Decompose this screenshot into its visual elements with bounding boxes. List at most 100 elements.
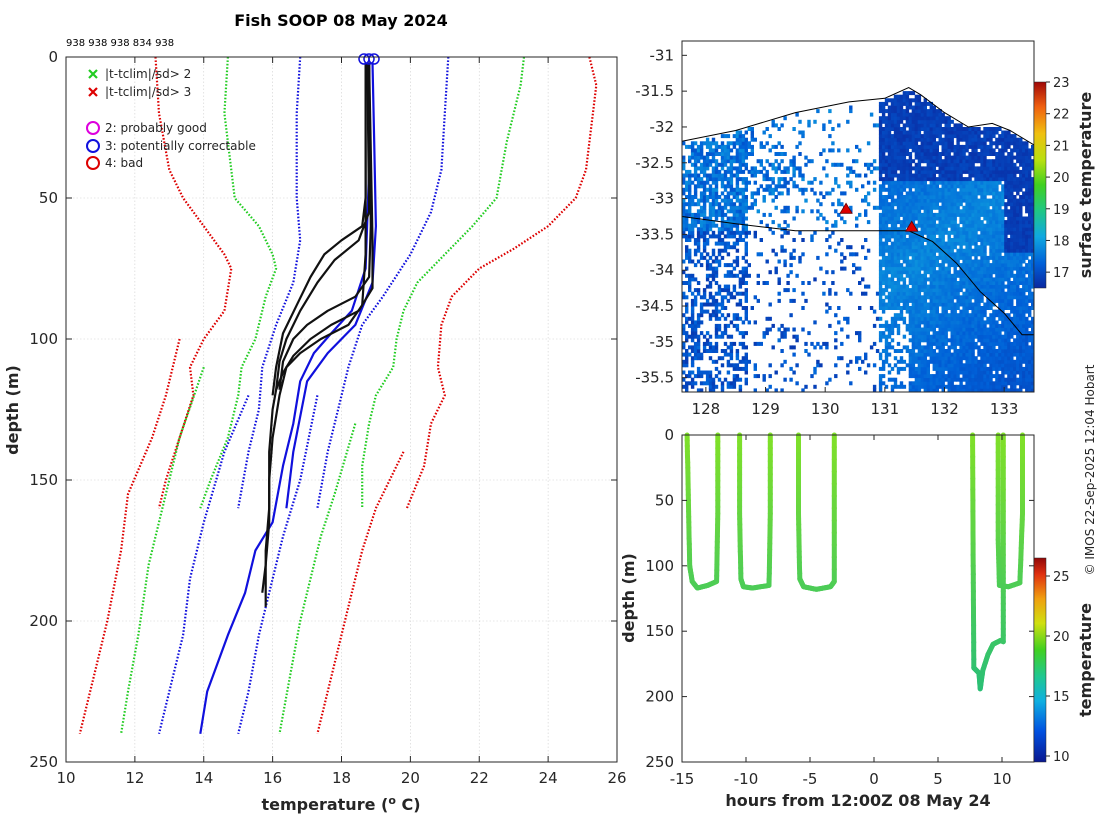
sst-pixel — [920, 316, 924, 321]
sst-pixel — [682, 205, 686, 210]
sst-pixel — [989, 356, 993, 361]
sst-pixel — [953, 166, 957, 171]
sst-pixel — [744, 155, 748, 160]
sst-pixel — [899, 223, 904, 228]
sst-pixel — [1022, 377, 1026, 382]
sst-pixel — [953, 374, 957, 379]
sst-pixel — [917, 119, 922, 124]
sst-pixel — [723, 306, 728, 310]
sst-pixel — [1010, 238, 1014, 242]
sst-pixel — [935, 205, 939, 210]
sst-pixel — [1022, 252, 1026, 257]
sst-pixel — [905, 180, 910, 185]
sst-pixel — [837, 202, 841, 207]
sst-pixel — [968, 252, 972, 257]
sst-pixel — [702, 248, 707, 253]
sst-pixel — [881, 374, 886, 379]
sst-pixel — [768, 384, 772, 389]
sst-pixel — [980, 195, 984, 199]
sst-pixel — [947, 323, 951, 328]
sst-pixel — [890, 377, 895, 382]
sst-pixel — [980, 384, 984, 389]
sst-pixel — [789, 159, 793, 164]
sst-pixel — [1016, 148, 1020, 153]
sst-pixel — [696, 323, 701, 328]
sst-pixel — [914, 94, 919, 99]
sst-pixel — [822, 166, 826, 171]
sst-pixel — [744, 177, 748, 182]
sst-pixel — [920, 155, 924, 160]
sst-pixel — [998, 216, 1002, 221]
sst-pixel — [938, 320, 942, 325]
sst-pixel — [953, 209, 957, 214]
sst-pixel — [896, 349, 901, 353]
sst-pixel — [956, 291, 960, 296]
sst-pixel — [977, 281, 981, 285]
sst-pixel — [959, 148, 963, 153]
sst-pixel — [983, 341, 987, 346]
sst-pixel — [1028, 366, 1032, 371]
sst-pixel — [864, 195, 868, 199]
sst-pixel — [914, 195, 919, 199]
sst-pixel — [947, 223, 951, 228]
sst-pixel — [929, 216, 933, 221]
sst-pixel — [849, 105, 853, 110]
sst-pixel — [774, 144, 778, 149]
sst-pixel — [959, 177, 963, 182]
sst-pixel — [881, 144, 886, 149]
sst-pixel — [1019, 148, 1023, 153]
sst-pixel — [1025, 209, 1029, 214]
sst-pixel — [729, 234, 734, 239]
sst-pixel — [959, 238, 963, 242]
sst-pixel — [935, 345, 939, 350]
sst-pixel — [816, 209, 820, 214]
sst-pixel — [893, 187, 898, 192]
sst-pixel — [834, 338, 838, 343]
sst-pixel — [965, 241, 969, 246]
legend-cross — [88, 69, 98, 79]
legend-circle — [86, 156, 100, 170]
sst-pixel — [947, 277, 951, 282]
sst-pixel — [956, 184, 960, 189]
sst-pixel — [938, 255, 942, 260]
sst-pixel — [1019, 259, 1023, 264]
series-line — [275, 62, 371, 390]
sst-pixel — [813, 384, 817, 389]
sst-pixel — [1025, 298, 1029, 303]
sst-pixel — [810, 180, 814, 185]
sst-pixel — [881, 198, 886, 203]
sst-pixel — [899, 101, 904, 106]
sst-pixel — [947, 216, 951, 221]
sst-pixel — [974, 359, 978, 364]
sst-pixel — [881, 112, 886, 117]
sst-pixel — [881, 252, 886, 257]
sst-pixel — [705, 263, 710, 268]
sst-pixel — [783, 331, 787, 336]
sst-pixel — [956, 259, 960, 264]
sst-pixel — [834, 220, 838, 225]
sst-pixel — [741, 212, 746, 217]
sst-pixel — [950, 227, 954, 232]
sst-pixel — [956, 155, 960, 160]
sst-pixel — [968, 198, 972, 203]
sst-pixel — [685, 173, 689, 178]
sst-pixel — [708, 191, 713, 196]
sst-pixel — [717, 209, 722, 214]
sst-pixel — [977, 252, 981, 257]
sst-pixel — [690, 334, 695, 339]
sst-pixel — [723, 234, 728, 239]
sst-pixel — [750, 144, 754, 149]
sst-pixel — [902, 223, 907, 228]
sst-pixel — [962, 298, 966, 303]
sst-pixel — [688, 177, 692, 182]
sst-pixel — [1010, 205, 1014, 210]
sst-pixel — [992, 374, 996, 379]
sst-pixel — [914, 366, 919, 371]
sst-pixel — [992, 159, 996, 164]
sst-pixel — [1028, 374, 1032, 379]
sst-pixel — [682, 295, 686, 300]
sst-pixel — [932, 248, 936, 253]
sst-pixel — [834, 248, 838, 253]
sst-pixel — [914, 234, 919, 239]
sst-pixel — [941, 316, 945, 321]
